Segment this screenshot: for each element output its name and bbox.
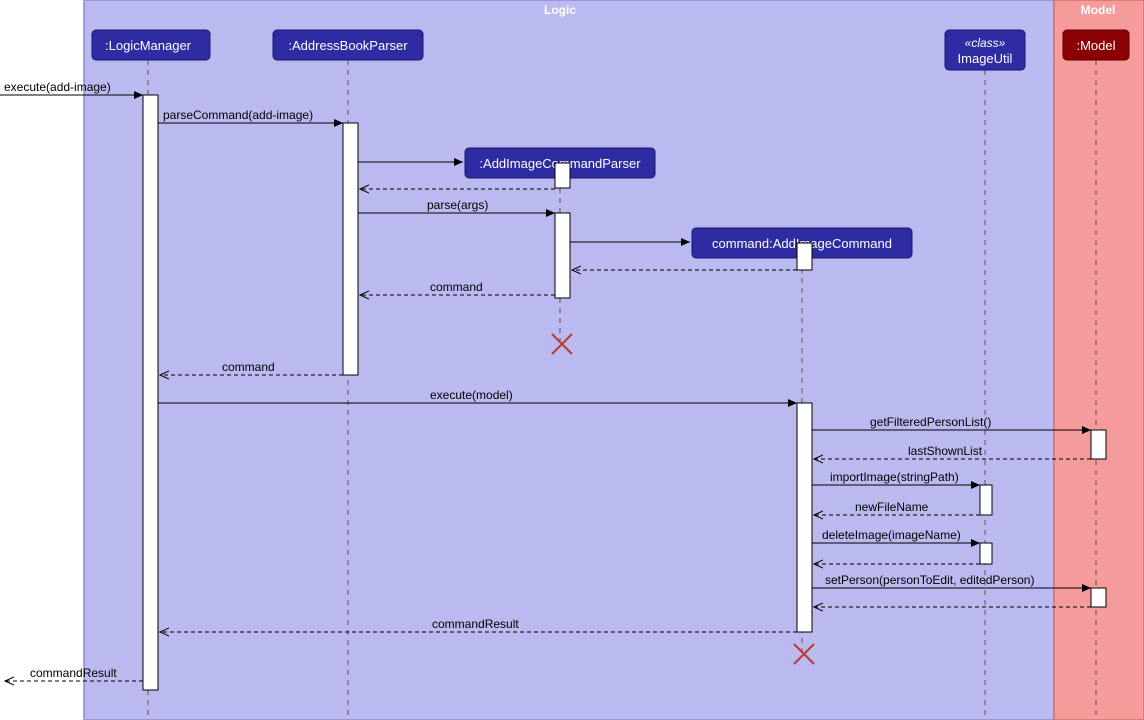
svg-text::Model: :Model [1076, 38, 1115, 53]
svg-text::AddressBookParser: :AddressBookParser [288, 38, 408, 53]
svg-text:command: command [222, 360, 275, 374]
participant-model: :Model [1063, 30, 1129, 60]
activation-logic-manager [143, 95, 158, 690]
activation-aic-1 [797, 243, 812, 270]
svg-text:commandResult: commandResult [30, 666, 117, 680]
svg-text:commandResult: commandResult [432, 617, 519, 631]
sequence-diagram: Logic Model :LogicManager :AddressBookPa… [0, 0, 1144, 720]
svg-text:getFilteredPersonList(): getFilteredPersonList() [870, 415, 991, 429]
model-frame [1054, 0, 1144, 720]
activation-model-1 [1091, 430, 1106, 459]
svg-text::LogicManager: :LogicManager [105, 38, 192, 53]
participant-address-book-parser: :AddressBookParser [273, 30, 423, 60]
svg-text:execute(add-image): execute(add-image) [4, 80, 111, 94]
msg-delete-image: deleteImage(imageName) [812, 528, 980, 543]
participant-image-util: «class» ImageUtil [945, 30, 1025, 70]
activation-aicp-1 [555, 163, 570, 188]
model-frame-label: Model [1081, 3, 1116, 17]
svg-text:setPerson(personToEdit, edited: setPerson(personToEdit, editedPerson) [825, 573, 1034, 587]
activation-model-2 [1091, 588, 1106, 607]
svg-text:command: command [430, 280, 483, 294]
activation-imageutil-2 [980, 543, 992, 564]
participant-logic-manager: :LogicManager [92, 30, 210, 60]
svg-text:parse(args): parse(args) [427, 198, 488, 212]
svg-text:ImageUtil: ImageUtil [958, 51, 1013, 66]
msg-import-image: importImage(stringPath) [812, 470, 980, 485]
activation-aicp-2 [555, 213, 570, 298]
svg-text:deleteImage(imageName): deleteImage(imageName) [822, 528, 961, 542]
svg-text:lastShownList: lastShownList [908, 444, 983, 458]
svg-text:execute(model): execute(model) [430, 388, 513, 402]
activation-imageutil-1 [980, 485, 992, 515]
svg-text:importImage(stringPath): importImage(stringPath) [830, 470, 959, 484]
svg-text:«class»: «class» [965, 36, 1006, 50]
svg-text:parseCommand(add-image): parseCommand(add-image) [163, 108, 313, 122]
activation-address-book-parser [343, 123, 358, 375]
svg-text:newFileName: newFileName [855, 500, 929, 514]
activation-aic-2 [797, 403, 812, 632]
logic-frame-label: Logic [544, 3, 576, 17]
